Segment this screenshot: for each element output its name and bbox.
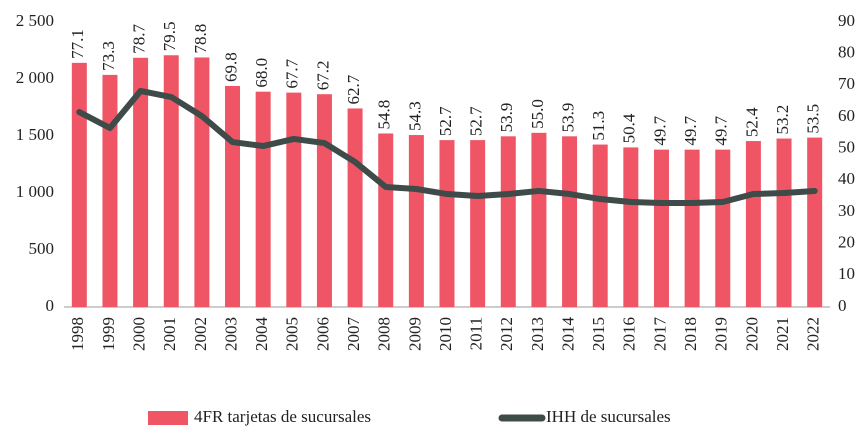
bar-value-label: 51.3 [589, 111, 608, 141]
y-tick-label: 0 [46, 296, 55, 315]
bar-value-label: 49.7 [650, 115, 669, 145]
bar [408, 135, 424, 307]
x-tick-label: 2014 [558, 317, 577, 352]
legend-label: IHH de sucursales [546, 407, 671, 426]
y2-tick-label: 90 [838, 11, 855, 30]
y-tick-label: 1 500 [16, 125, 54, 144]
bar [470, 140, 486, 307]
x-tick-label: 2012 [497, 317, 516, 351]
bar-value-label: 78.8 [191, 24, 210, 54]
x-tick-label: 2018 [681, 317, 700, 351]
y2-tick-label: 10 [838, 264, 855, 283]
y2-tick-label: 80 [838, 43, 855, 62]
bar-value-label: 55.0 [528, 99, 547, 129]
y2-tick-label: 20 [838, 233, 855, 252]
x-tick-label: 2008 [375, 317, 394, 351]
bar [102, 74, 118, 307]
bar [286, 92, 302, 307]
x-tick-label: 2007 [344, 317, 363, 352]
bar-value-label: 73.3 [99, 41, 118, 71]
bar [745, 141, 761, 307]
bar [378, 133, 394, 307]
x-tick-label: 1999 [99, 317, 118, 351]
bar-value-label: 53.2 [773, 105, 792, 135]
bar-value-label: 53.5 [804, 104, 823, 134]
x-tick-label: 2010 [436, 317, 455, 351]
bar-value-label: 50.4 [620, 113, 639, 143]
bar-value-label: 77.1 [68, 29, 87, 59]
bar [316, 94, 332, 307]
x-tick-label: 2017 [650, 317, 669, 352]
y2-tick-label: 70 [838, 74, 855, 93]
y-tick-label: 2 500 [16, 11, 54, 30]
y2-tick-label: 50 [838, 138, 855, 157]
bar-value-label: 67.2 [313, 60, 332, 90]
bar-value-label: 68.0 [252, 58, 271, 88]
bar [562, 136, 578, 307]
x-tick-label: 2015 [589, 317, 608, 351]
x-tick-label: 2000 [130, 317, 149, 351]
bar [623, 147, 639, 307]
x-tick-label: 2001 [160, 317, 179, 351]
bar [163, 55, 179, 307]
bar [715, 149, 731, 307]
x-tick-label: 2022 [804, 317, 823, 351]
bar-value-label: 69.8 [221, 52, 240, 82]
bar [500, 136, 516, 307]
legend-swatch [148, 411, 188, 425]
bar [531, 132, 547, 307]
bar-value-label: 79.5 [160, 22, 179, 52]
bar-value-label: 53.9 [497, 103, 516, 133]
bar [194, 57, 210, 307]
bar-value-label: 67.7 [283, 58, 302, 88]
bar-value-label: 54.8 [375, 100, 394, 130]
bar-value-label: 54.3 [405, 101, 424, 131]
x-tick-label: 2020 [742, 317, 761, 351]
bar-value-label: 49.7 [712, 115, 731, 145]
x-tick-label: 2019 [712, 317, 731, 351]
bar-value-label: 62.7 [344, 74, 363, 104]
bar-value-label: 52.7 [467, 106, 486, 136]
y2-tick-label: 40 [838, 169, 855, 188]
x-tick-label: 2013 [528, 317, 547, 351]
y2-tick-label: 30 [838, 201, 855, 220]
x-tick-label: 2002 [191, 317, 210, 351]
x-tick-label: 2003 [221, 317, 240, 351]
x-tick-label: 2009 [405, 317, 424, 351]
x-tick-label: 2011 [467, 317, 486, 350]
bar [255, 91, 271, 308]
bar [71, 62, 87, 307]
y-tick-label: 500 [29, 239, 55, 258]
bar-value-label: 52.7 [436, 106, 455, 136]
bar [592, 144, 608, 307]
x-tick-label: 2016 [620, 317, 639, 351]
bar [439, 140, 455, 307]
bar-value-label: 78.7 [130, 24, 149, 54]
x-tick-label: 2006 [313, 317, 332, 351]
y2-tick-label: 60 [838, 106, 855, 125]
bar [347, 108, 363, 307]
x-tick-label: 2005 [283, 317, 302, 351]
y-tick-label: 2 000 [16, 68, 54, 87]
bar [225, 85, 241, 307]
bar [653, 149, 669, 307]
x-tick-label: 2021 [773, 317, 792, 351]
x-tick-label: 2004 [252, 317, 271, 352]
bar [133, 57, 149, 308]
x-tick-label: 1998 [68, 317, 87, 351]
bar-value-label: 52.4 [742, 107, 761, 137]
bar [807, 137, 823, 307]
legend-label: 4FR tarjetas de sucursales [194, 407, 371, 426]
bar-value-label: 49.7 [681, 115, 700, 145]
y2-tick-label: 0 [838, 296, 847, 315]
bar-value-label: 53.9 [558, 103, 577, 133]
bar [776, 138, 792, 307]
y-tick-label: 1 000 [16, 182, 54, 201]
line [76, 87, 818, 207]
bar [684, 149, 700, 307]
